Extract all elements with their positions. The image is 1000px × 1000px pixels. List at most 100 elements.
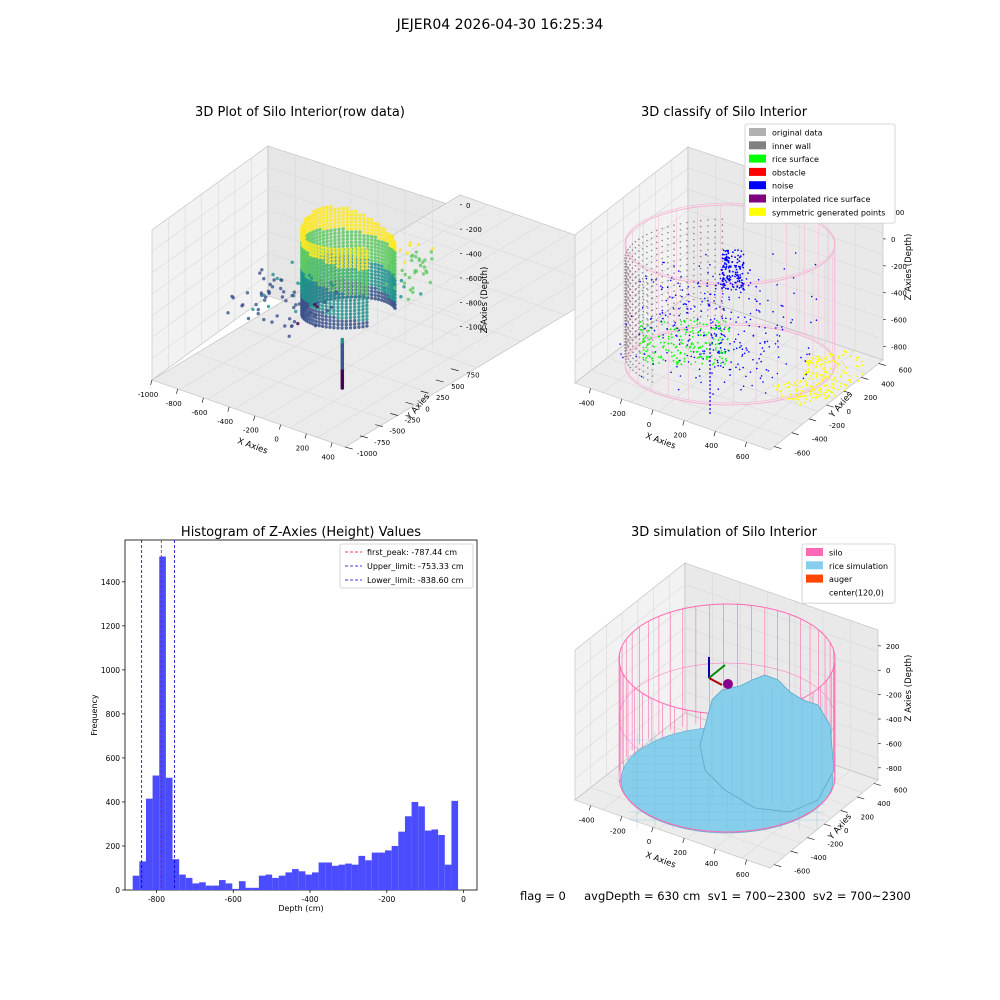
class-point-rice-surface	[692, 343, 695, 345]
simulation-legend-swatch	[806, 561, 823, 570]
class-point-noise	[679, 285, 681, 288]
raw-point	[422, 265, 427, 269]
class-point-inner-wall	[624, 314, 627, 316]
class-point-inner-wall	[624, 332, 627, 334]
raw-point	[311, 253, 315, 258]
class-point-inner-wall	[707, 297, 709, 299]
grid-line	[574, 669, 686, 758]
class-point-noise	[758, 326, 760, 328]
raw-point	[311, 247, 315, 251]
class-point-noise	[666, 351, 668, 354]
class-point-inner-wall	[634, 282, 637, 285]
class-point-inner-wall	[699, 249, 702, 252]
class-point-noise	[734, 271, 737, 274]
class-point-rice-surface	[719, 329, 722, 331]
raw-point	[328, 271, 332, 275]
raw-point	[380, 264, 384, 268]
raw-point	[312, 226, 316, 230]
class-point-noise	[718, 342, 721, 345]
class-point-noise	[640, 375, 643, 378]
class-point-noise	[720, 332, 722, 335]
class-point-inner-wall	[638, 274, 640, 277]
raw-point	[344, 299, 348, 303]
raw-point	[320, 283, 325, 287]
class-point-noise	[687, 286, 689, 288]
raw-point	[340, 302, 344, 306]
raw-point	[345, 240, 350, 245]
class-point-noise	[710, 334, 713, 337]
cls-x-tick-mark	[682, 420, 685, 426]
raw-point	[329, 215, 333, 219]
class-point-noise	[804, 360, 807, 362]
class-point-inner-wall	[686, 317, 688, 320]
class-point-inner-wall	[679, 223, 682, 225]
class-point-inner-wall	[655, 253, 658, 256]
class-point-symmetric	[823, 377, 826, 379]
raw-point	[382, 265, 387, 269]
class-point-inner-wall	[707, 255, 709, 257]
raw-point	[361, 277, 365, 281]
class-point-inner-wall	[625, 299, 628, 302]
histogram-bar	[365, 860, 372, 890]
grid-line	[574, 189, 689, 278]
raw-point	[365, 273, 369, 277]
class-point-noise	[677, 388, 680, 391]
class-point-inner-wall	[634, 306, 637, 309]
class-point-rice-surface	[720, 362, 722, 365]
class-point-symmetric	[822, 378, 824, 380]
raw-point	[336, 295, 340, 299]
class-point-inner-wall	[707, 279, 709, 281]
raw-point	[323, 300, 327, 304]
raw-point	[344, 316, 348, 320]
class-point-inner-wall	[714, 218, 716, 221]
class-point-noise	[712, 393, 714, 395]
raw-point	[409, 254, 414, 258]
class-point-rice-surface	[696, 341, 699, 344]
class-point-noise	[737, 316, 739, 319]
class-point-inner-wall	[661, 227, 663, 230]
class-point-symmetric	[824, 397, 826, 400]
class-point-noise	[694, 305, 696, 308]
raw-point	[325, 205, 329, 209]
class-point-inner-wall	[624, 272, 627, 274]
raw-point	[317, 265, 321, 270]
class-point-inner-wall	[641, 284, 644, 286]
class-point-inner-wall	[632, 345, 634, 348]
raw-point	[353, 278, 357, 282]
raw-point	[357, 246, 361, 251]
class-point-inner-wall	[624, 335, 626, 337]
class-point-rice-surface	[681, 339, 683, 341]
raw-point	[399, 278, 404, 283]
class-point-noise	[708, 303, 710, 306]
class-point-noise	[734, 338, 737, 341]
raw-point	[336, 326, 340, 330]
raw-point	[348, 298, 353, 303]
class-point-inner-wall	[714, 254, 716, 257]
raw-x-tick-label: -400	[217, 418, 233, 426]
class-point-inner-wall	[650, 231, 653, 234]
grid-line	[234, 223, 543, 409]
class-point-rice-surface	[714, 358, 716, 361]
raw-point	[358, 227, 362, 231]
class-point-rice-surface	[662, 346, 664, 349]
raw-point	[370, 289, 374, 293]
class-point-inner-wall	[667, 231, 669, 234]
class-point-noise	[679, 359, 681, 362]
class-point-symmetric	[781, 394, 784, 397]
class-point-noise	[734, 256, 736, 258]
raw-point	[398, 248, 402, 252]
raw-point	[336, 264, 340, 269]
class-point-rice-surface	[646, 344, 649, 347]
class-point-inner-wall	[661, 323, 663, 326]
raw-point	[361, 273, 365, 278]
class-point-inner-wall	[650, 261, 653, 264]
raw-point	[344, 309, 348, 313]
class-point-inner-wall	[625, 263, 628, 266]
class-point-noise	[777, 340, 779, 342]
class-point-inner-wall	[646, 263, 648, 266]
class-point-inner-wall	[679, 283, 682, 285]
grid-line	[630, 313, 744, 403]
class-point-noise	[704, 297, 706, 300]
raw-point	[380, 233, 384, 237]
class-point-symmetric	[807, 368, 810, 370]
